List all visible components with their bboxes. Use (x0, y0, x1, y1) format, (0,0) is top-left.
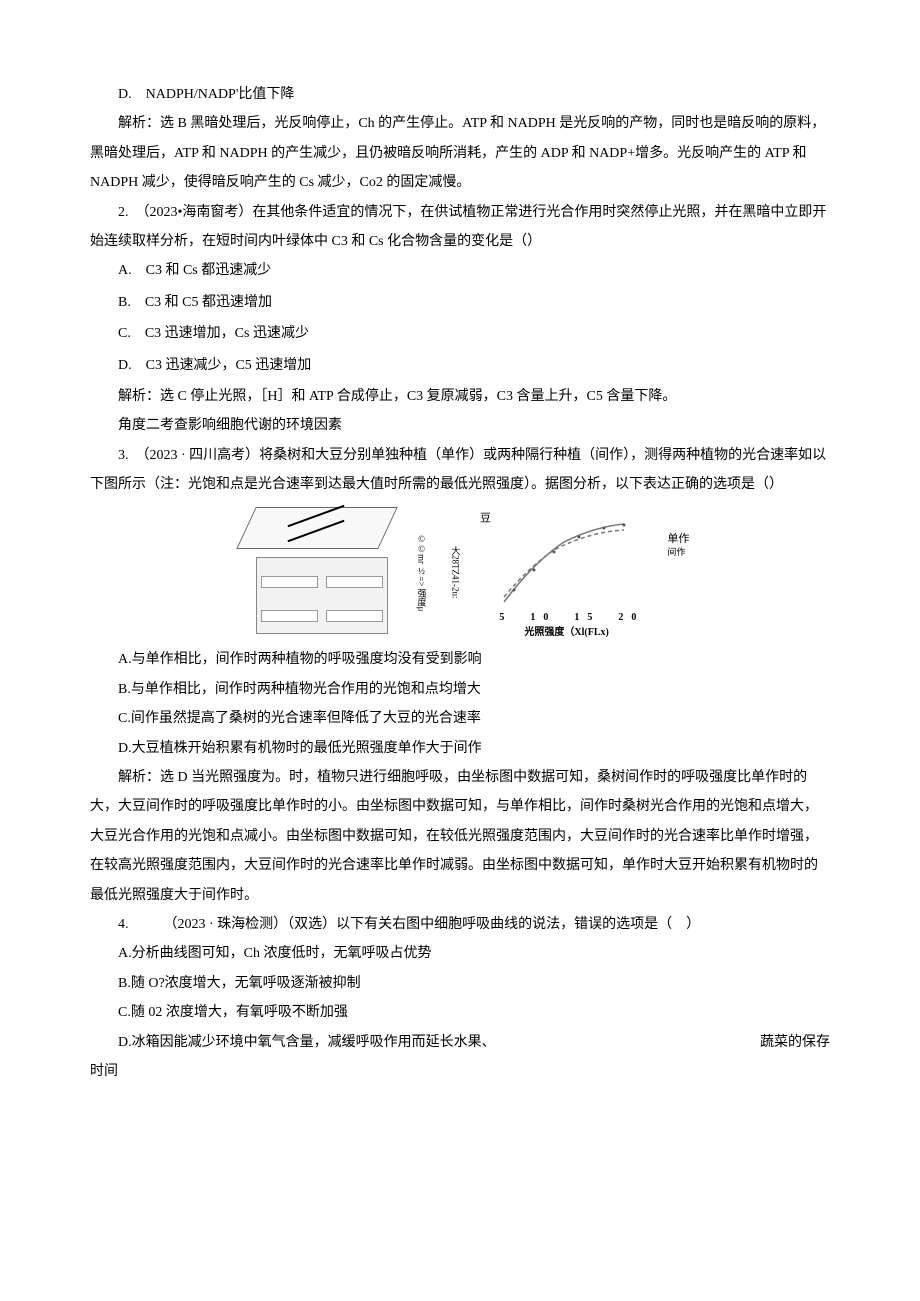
q1-analysis: 解析：选 B 黑暗处理后，光反响停止，Ch 的产生停止。ATP 和 NADPH … (90, 109, 830, 197)
q2-stem: 2. （2023•海南窗考）在其他条件适宜的情况下，在供试植物正常进行光合作用时… (90, 198, 830, 257)
chart-legend: 单作 间作 (667, 532, 689, 558)
q4-option-d-right: 蔬菜的保存 (730, 1028, 830, 1057)
legend-item-2: 间作 (667, 547, 689, 559)
q4-tail: 时间 (90, 1057, 830, 1086)
q3-figure-mid-labels: ©©mr ½=> 强度μ (416, 534, 426, 611)
q3-figure-left-diagram (236, 507, 396, 637)
q4-option-c: C.随 02 浓度增大，有氧呼吸不断加强 (90, 998, 830, 1027)
q3-figure-chart: 豆 单作 间作 5 10 15 20 光照强度（Xl(FLx) (484, 507, 684, 637)
q4-stem: 4. （2023 · 珠海检测）（双选）以下有关右图中细胞呼吸曲线的说法，错误的… (90, 910, 830, 939)
q2-option-a: A. C3 和 Cs 都迅速减少 (90, 256, 830, 285)
q1-option-d: D. NADPH/NADP'比值下降 (90, 80, 830, 109)
mid-label-2: 大28TZ41-2u: (446, 546, 465, 599)
q2-option-c: C. C3 迅速增加，Cs 迅速减少 (90, 319, 830, 348)
chart-plot-area (494, 512, 634, 607)
q3-analysis: 解析：选 D 当光照强度为。时，植物只进行细胞呼吸，由坐标图中数据可知，桑树间作… (90, 763, 830, 910)
legend-item-1: 单作 (667, 532, 689, 546)
q3-figure: ©©mr ½=> 强度μ 大28TZ41-2u: 豆 单作 间作 5 10 15… (90, 507, 830, 637)
q4-option-a: A.分析曲线图可知，Ch 浓度低时，无氧呼吸占优势 (90, 939, 830, 968)
q2-option-d: D. C3 迅速减少，C5 迅速增加 (90, 351, 830, 380)
q4-option-b: B.随 O?浓度增大，无氧呼吸逐渐被抑制 (90, 969, 830, 998)
document-page: D. NADPH/NADP'比值下降 解析：选 B 黑暗处理后，光反响停止，Ch… (0, 0, 920, 1146)
q2-option-b: B. C3 和 C5 都迅速增加 (90, 288, 830, 317)
angle-two-heading: 角度二考查影响细胞代谢的环境因素 (90, 411, 830, 440)
chart-ylabel: 豆 (472, 512, 495, 524)
q3-option-d: D.大豆植株开始积累有机物时的最低光照强度单作大于间作 (90, 734, 830, 763)
q3-option-a: A.与单作相比，间作时两种植物的呼吸强度均没有受到影响 (90, 645, 830, 674)
chart-xlabel: 光照强度（Xl(FLx) (524, 622, 608, 643)
mid-label-1: ©©mr ½=> 强度μ (416, 534, 426, 611)
q2-analysis: 解析：选 C 停止光照，［H］和 ATP 合成停止，C3 复原减弱，C3 含量上… (90, 382, 830, 411)
q3-option-b: B.与单作相比，间作时两种植物光合作用的光饱和点均增大 (90, 675, 830, 704)
q4-option-d-left: D.冰箱因能减少环境中氧气含量，减缓呼吸作用而延长水果、 (90, 1028, 730, 1057)
q3-option-c: C.间作虽然提高了桑树的光合速率但降低了大豆的光合速率 (90, 704, 830, 733)
q3-stem: 3. （2023 · 四川高考）将桑树和大豆分别单独种植（单作）或两种隔行种植（… (90, 441, 830, 500)
